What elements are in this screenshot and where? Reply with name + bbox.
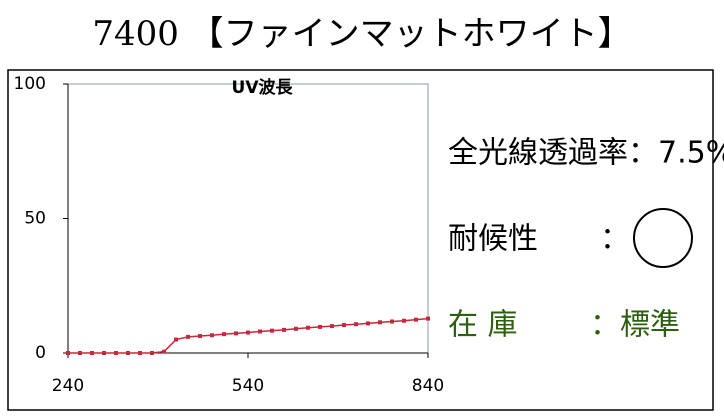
data-point bbox=[126, 351, 130, 355]
data-point bbox=[138, 351, 142, 355]
data-point bbox=[294, 326, 298, 331]
data-point bbox=[66, 351, 70, 355]
data-point bbox=[258, 329, 262, 334]
data-point bbox=[366, 321, 370, 326]
data-point bbox=[234, 331, 238, 336]
data-point bbox=[210, 333, 214, 338]
stock-label: 在 庫 bbox=[448, 308, 518, 343]
data-point bbox=[390, 319, 394, 324]
y-tick-label: 0 bbox=[35, 343, 46, 363]
data-point bbox=[114, 351, 118, 355]
y-tick-label: 100 bbox=[14, 74, 46, 94]
data-point bbox=[102, 351, 106, 355]
data-point bbox=[222, 332, 226, 337]
data-point bbox=[150, 351, 154, 355]
data-point bbox=[90, 351, 94, 355]
data-point bbox=[402, 318, 406, 323]
x-tick-label: 840 bbox=[412, 376, 444, 396]
data-point bbox=[270, 328, 274, 333]
data-point bbox=[378, 320, 382, 325]
data-point bbox=[306, 325, 310, 330]
weather-colon: ： bbox=[600, 222, 630, 257]
data-point bbox=[354, 322, 358, 327]
data-point bbox=[426, 316, 430, 321]
data-point bbox=[78, 351, 82, 355]
data-point bbox=[186, 334, 190, 339]
y-tick-label: 50 bbox=[24, 209, 46, 229]
data-point bbox=[282, 327, 286, 332]
data-point bbox=[342, 323, 346, 328]
frame bbox=[7, 69, 714, 411]
chart-subtitle: UV波長 bbox=[232, 77, 294, 98]
data-point bbox=[198, 334, 202, 339]
x-tick-label: 240 bbox=[52, 376, 84, 396]
stock-value: ：標準 bbox=[590, 308, 680, 343]
plot-area bbox=[67, 83, 429, 354]
x-tick-label: 540 bbox=[232, 376, 264, 396]
data-point bbox=[246, 330, 250, 335]
weather-rating-icon bbox=[633, 208, 693, 268]
chart-title: 7400 【ファインマットホワイト】 bbox=[92, 14, 631, 54]
data-point bbox=[162, 349, 166, 354]
data-point bbox=[414, 317, 418, 322]
data-line bbox=[68, 317, 429, 354]
weather-label: 耐候性 bbox=[448, 222, 538, 257]
data-point bbox=[174, 337, 178, 342]
transmittance: 全光線透過率：7.5% bbox=[448, 136, 724, 171]
data-point bbox=[318, 324, 322, 329]
data-point bbox=[330, 324, 334, 329]
